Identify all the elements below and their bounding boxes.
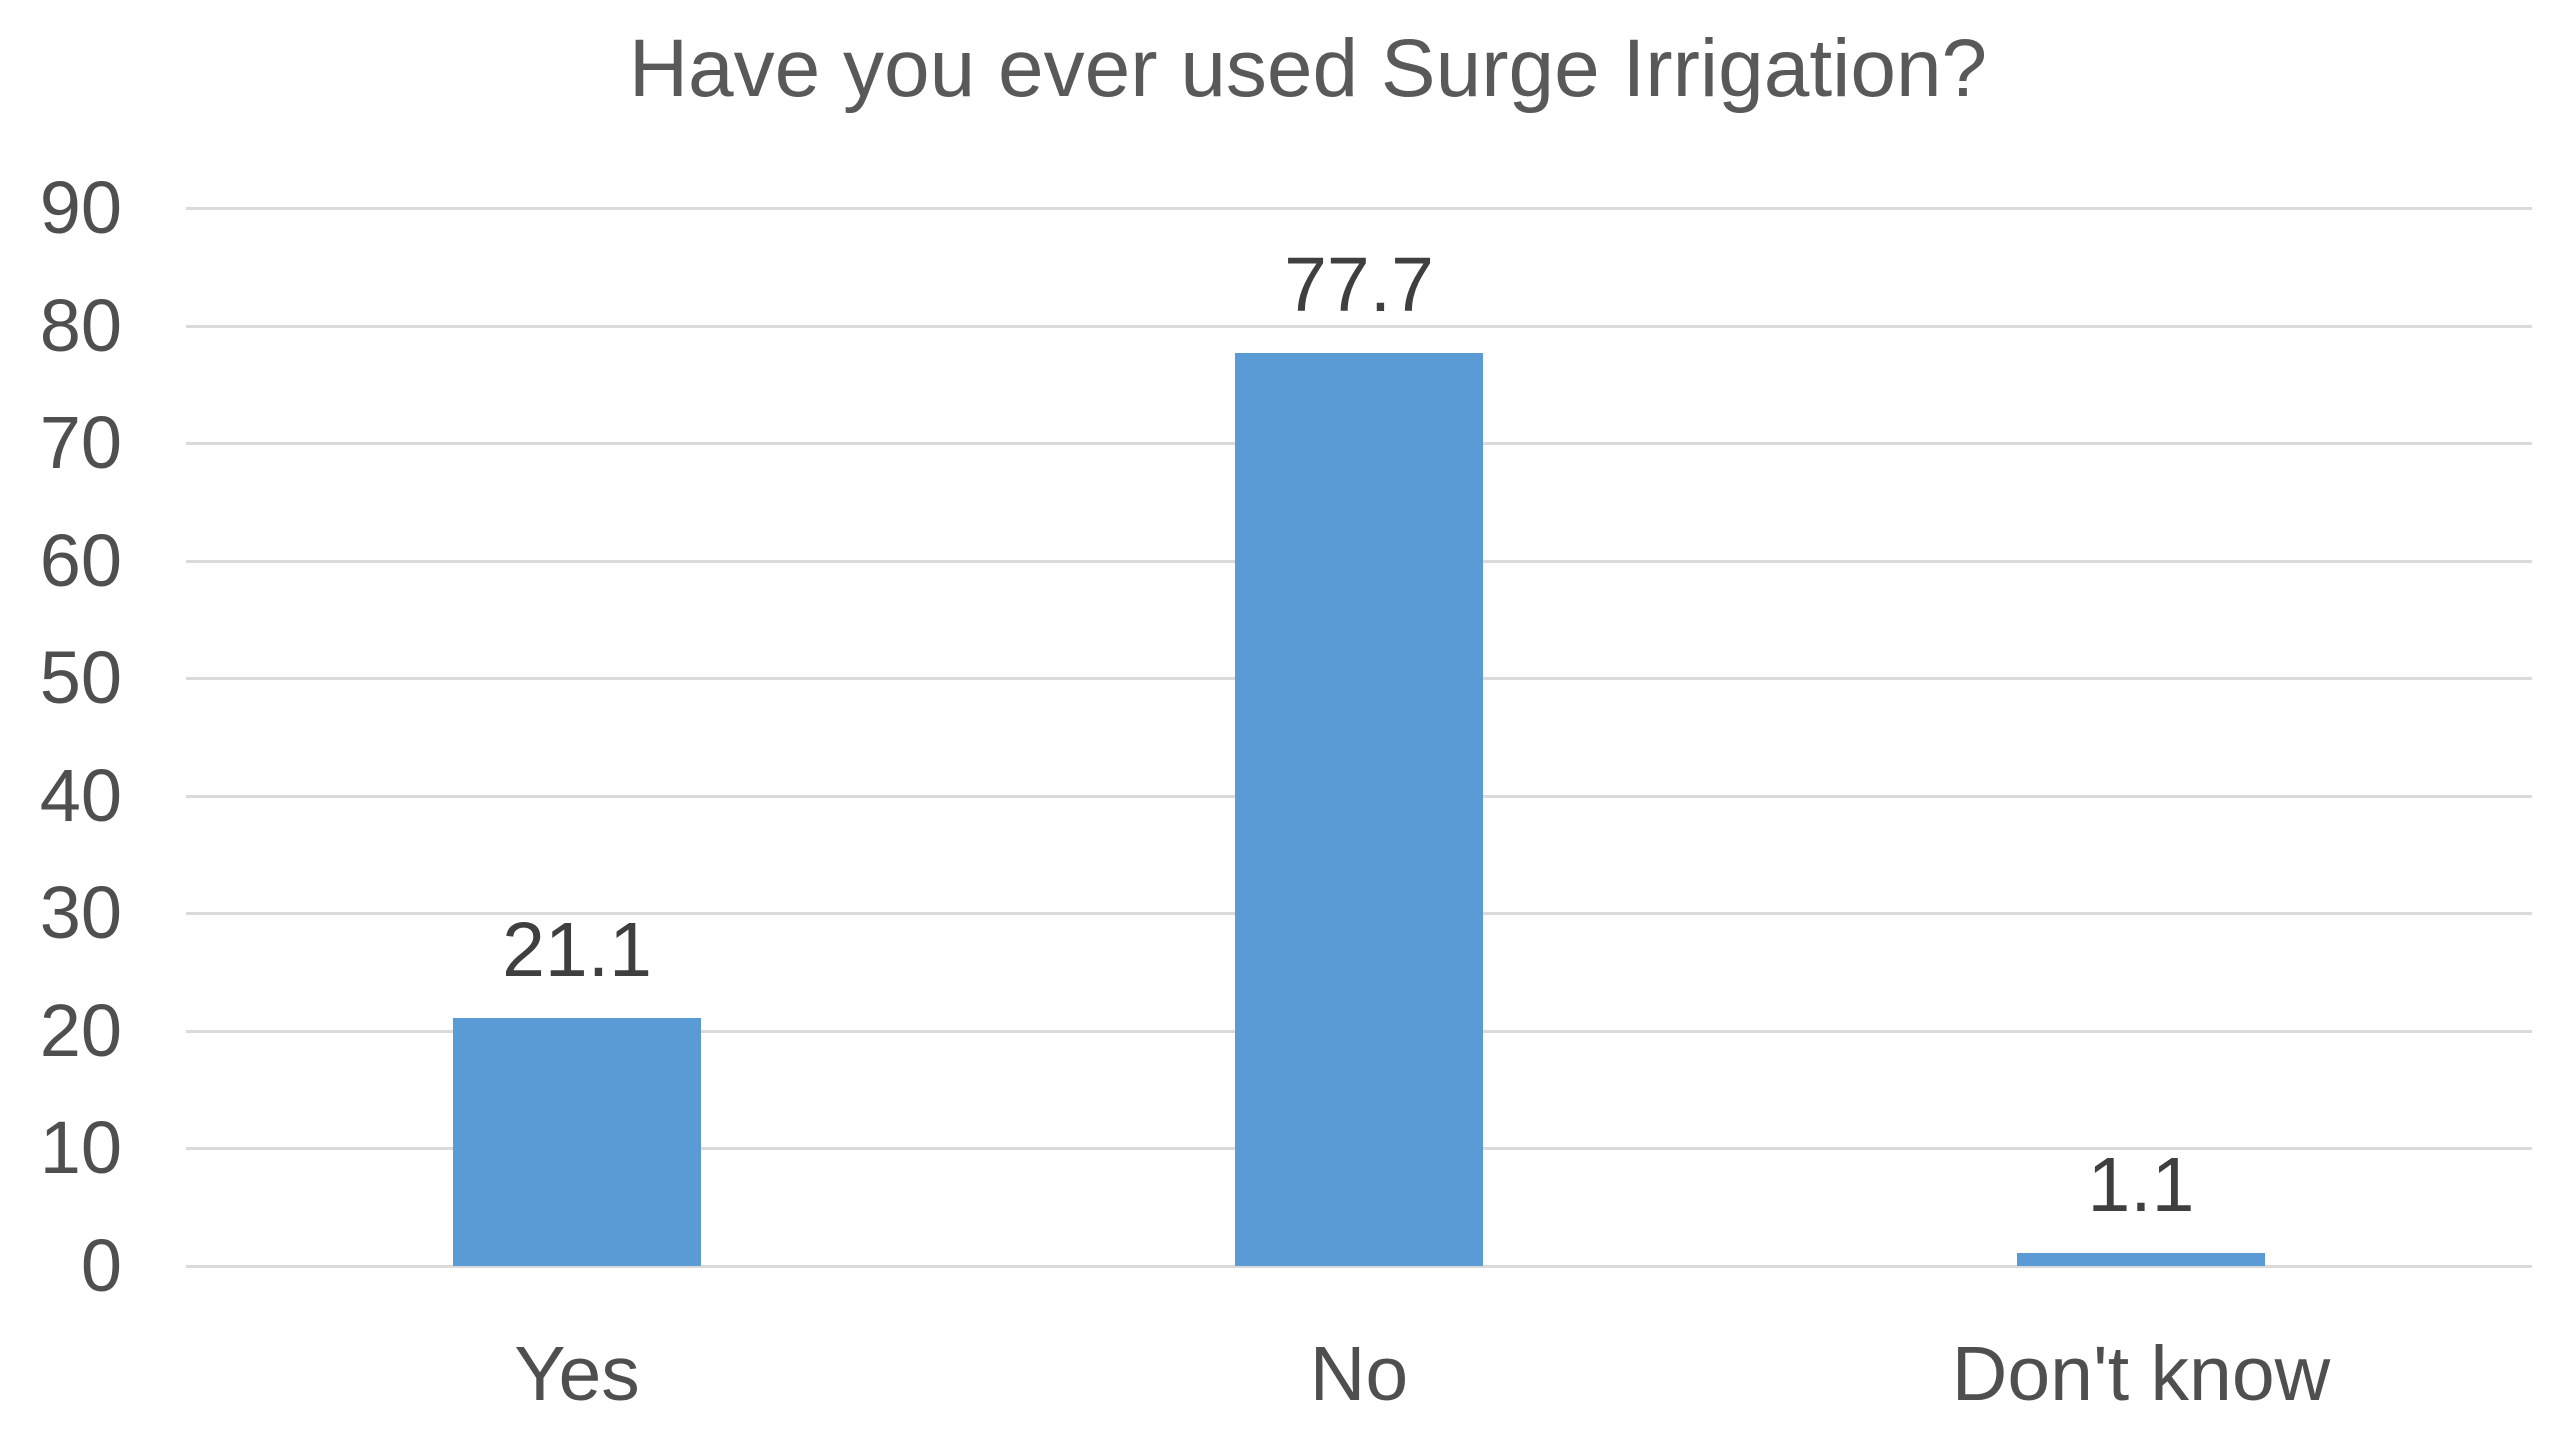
bar-don-t-know [2017, 1253, 2265, 1266]
y-axis-tick-label-80: 80 [39, 283, 122, 367]
y-axis-tick-label-50: 50 [39, 636, 122, 720]
y-axis-tick-label-0: 0 [80, 1224, 122, 1307]
y-axis-tick-label-70: 70 [39, 401, 122, 485]
x-axis-category-label-no: No [1309, 1331, 1409, 1417]
y-gridline-0 [186, 1265, 2532, 1268]
bar-yes [453, 1017, 701, 1266]
x-axis-category-label-yes: Yes [514, 1331, 640, 1417]
y-axis-tick-label-10: 10 [39, 1106, 122, 1190]
bar-value-label-no: 77.7 [1284, 241, 1434, 328]
bar-value-label-don-t-know: 1.1 [2087, 1142, 2195, 1229]
bar-no [1235, 352, 1483, 1266]
y-axis-tick-label-60: 60 [39, 518, 122, 602]
y-gridline-90 [186, 207, 2532, 210]
y-axis-tick-label-40: 40 [39, 753, 122, 837]
y-axis-tick-label-20: 20 [39, 988, 122, 1072]
chart-title: Have you ever used Surge Irrigation? [628, 23, 1988, 114]
x-axis-category-label-don-t-know: Don't know [1951, 1331, 2331, 1417]
y-axis-tick-label-30: 30 [39, 871, 122, 955]
y-axis-tick-label-90: 90 [39, 166, 122, 249]
y-gridline-80 [186, 324, 2532, 328]
bar-value-label-yes: 21.1 [502, 906, 652, 993]
